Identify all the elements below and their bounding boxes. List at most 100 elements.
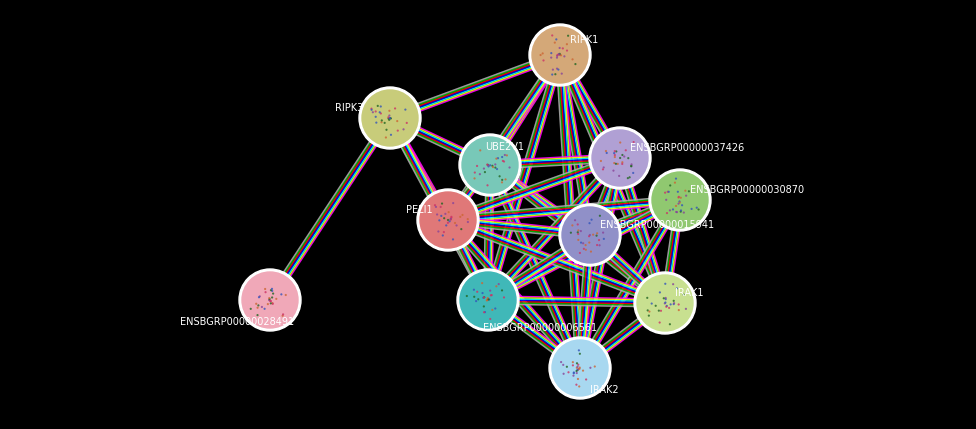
Point — [671, 198, 687, 205]
Circle shape — [460, 272, 516, 328]
Point — [549, 54, 565, 61]
Point — [578, 242, 593, 248]
Point — [669, 208, 684, 215]
Point — [372, 109, 387, 116]
Point — [611, 172, 627, 179]
Point — [441, 209, 457, 216]
Point — [653, 307, 669, 314]
Point — [477, 169, 493, 175]
Point — [533, 51, 549, 58]
Point — [657, 300, 672, 307]
Point — [599, 150, 615, 157]
Point — [264, 287, 280, 294]
Point — [615, 160, 630, 167]
Point — [264, 287, 279, 293]
Point — [552, 51, 568, 58]
Point — [489, 166, 505, 172]
Point — [555, 370, 571, 377]
Circle shape — [649, 169, 711, 231]
Point — [387, 105, 403, 112]
Point — [383, 115, 398, 121]
Point — [569, 381, 585, 388]
Point — [559, 41, 575, 48]
Point — [258, 289, 273, 296]
Point — [570, 361, 586, 368]
Point — [652, 319, 668, 326]
Point — [596, 236, 612, 242]
Point — [445, 236, 461, 243]
Circle shape — [559, 204, 621, 266]
Point — [472, 171, 488, 178]
Point — [476, 294, 492, 301]
Point — [492, 173, 508, 180]
Point — [570, 221, 586, 228]
Point — [262, 296, 277, 303]
Point — [667, 300, 682, 307]
Point — [260, 301, 275, 308]
Point — [563, 229, 579, 236]
Point — [569, 368, 585, 375]
Point — [570, 363, 586, 370]
Point — [481, 296, 497, 303]
Point — [607, 151, 623, 158]
Point — [678, 192, 694, 199]
Point — [502, 164, 517, 171]
Point — [467, 293, 482, 300]
Circle shape — [417, 189, 479, 251]
Point — [606, 160, 622, 166]
Point — [641, 308, 657, 315]
Point — [691, 206, 707, 213]
Point — [566, 370, 582, 377]
Point — [571, 236, 587, 243]
Point — [672, 208, 688, 215]
Point — [671, 200, 686, 207]
Point — [666, 206, 681, 213]
Point — [551, 51, 567, 58]
Point — [443, 216, 459, 223]
Point — [595, 166, 611, 173]
Point — [615, 151, 630, 158]
Point — [460, 218, 475, 225]
Text: IRAK2: IRAK2 — [590, 385, 619, 395]
Point — [443, 216, 459, 223]
Point — [571, 366, 587, 372]
Point — [370, 103, 386, 109]
Point — [676, 209, 692, 216]
Point — [591, 242, 607, 249]
Point — [487, 305, 503, 312]
Point — [658, 299, 673, 306]
Point — [482, 162, 498, 169]
Point — [442, 218, 458, 225]
Point — [544, 54, 559, 61]
Point — [592, 212, 608, 219]
Point — [648, 302, 664, 309]
Circle shape — [459, 134, 521, 196]
Point — [431, 217, 447, 224]
Point — [254, 304, 269, 311]
Point — [384, 115, 399, 122]
Point — [662, 207, 677, 214]
Point — [573, 228, 589, 235]
Point — [624, 162, 639, 169]
Point — [474, 290, 490, 296]
Point — [491, 281, 507, 287]
Point — [639, 294, 655, 301]
Point — [264, 300, 280, 307]
Point — [251, 294, 266, 301]
Point — [438, 222, 454, 229]
Point — [547, 39, 562, 46]
Point — [489, 283, 505, 290]
Point — [591, 237, 607, 244]
Point — [262, 296, 277, 302]
Point — [440, 217, 456, 224]
Point — [670, 285, 685, 292]
Point — [499, 152, 514, 159]
Point — [553, 359, 569, 366]
Point — [374, 119, 389, 126]
Point — [482, 287, 498, 294]
Point — [662, 321, 677, 328]
Point — [666, 281, 681, 287]
Point — [566, 369, 582, 376]
Point — [652, 289, 668, 296]
Point — [555, 45, 571, 52]
